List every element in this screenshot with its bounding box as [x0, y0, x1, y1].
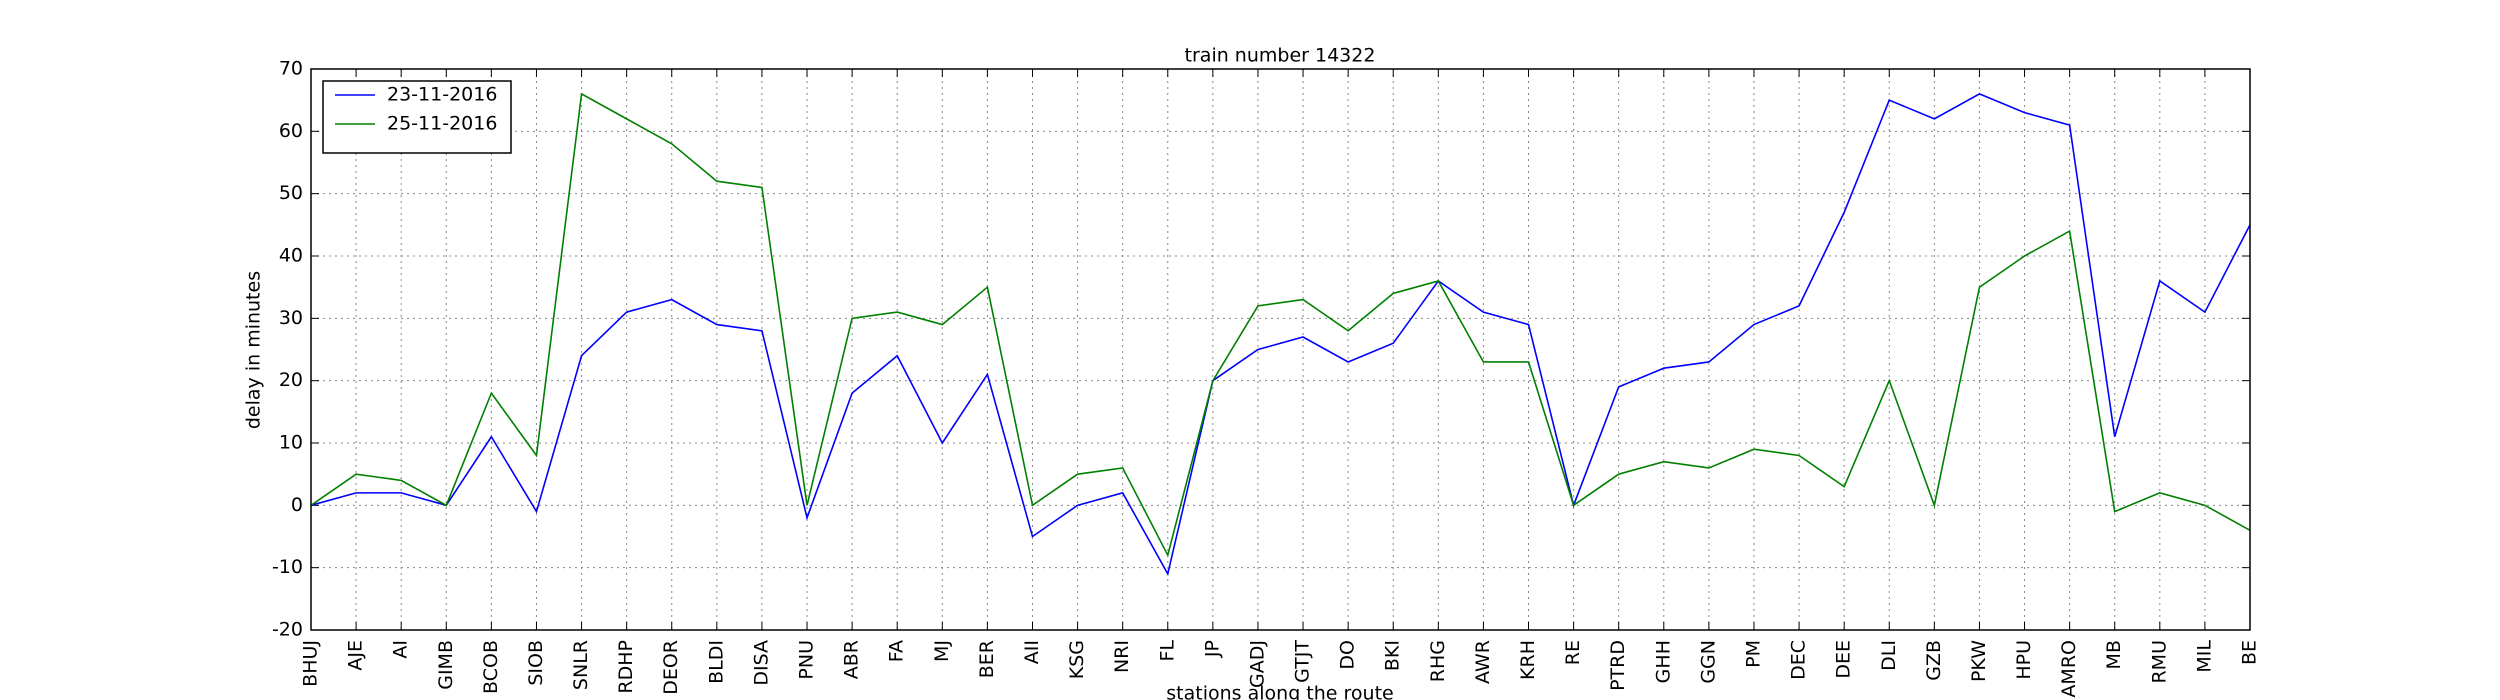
x-tick-label: DLI — [1878, 640, 1900, 671]
x-tick-label: SIOB — [525, 640, 547, 686]
x-tick-label: GTJT — [1292, 640, 1314, 683]
data-line — [310, 92, 2251, 558]
x-tick-label: KRH — [1517, 640, 1539, 680]
x-tick-label: BER — [976, 640, 998, 678]
x-tick-label: BCOB — [480, 640, 502, 694]
x-tick-label: BKI — [1382, 640, 1404, 671]
x-tick-label: AWR — [1472, 640, 1494, 684]
legend-label: 25-11-2016 — [387, 113, 497, 135]
y-tick-label: -20 — [272, 619, 303, 641]
x-tick-label: GIMB — [435, 640, 457, 690]
chart-title: train number 14322 — [1185, 45, 1376, 67]
legend-box — [322, 80, 512, 154]
x-tick-label: GADJ — [1246, 640, 1268, 688]
y-tick-label: 60 — [279, 120, 303, 142]
x-tick-label: GZB — [1923, 640, 1945, 681]
x-tick-label: DO — [1337, 640, 1359, 670]
x-tick-label: RHG — [1427, 640, 1449, 682]
x-tick-label: NRI — [1111, 640, 1133, 673]
legend-label: 23-11-2016 — [387, 84, 497, 106]
x-tick-label: DEE — [1833, 640, 1855, 679]
plot-frame — [310, 68, 2251, 631]
x-tick-label: ABR — [841, 640, 863, 679]
y-tick-label: 50 — [279, 182, 303, 204]
y-tick-label: 0 — [291, 494, 303, 516]
y-tick-label: -10 — [272, 556, 303, 578]
x-tick-label: DISA — [750, 640, 772, 686]
x-tick-label: AJE — [345, 640, 367, 671]
y-tick-label: 20 — [279, 369, 303, 391]
x-tick-label: AMRO — [2058, 640, 2080, 698]
x-tick-label: PKW — [1968, 640, 1990, 682]
x-tick-label: PNU — [796, 640, 818, 680]
x-tick-label: GHH — [1652, 640, 1674, 683]
x-tick-label: KSG — [1066, 640, 1088, 679]
y-tick-label: 70 — [279, 58, 303, 80]
x-tick-label: GGN — [1697, 640, 1719, 684]
x-tick-label: PM — [1742, 640, 1764, 668]
x-tick-label: AI — [390, 640, 412, 659]
x-tick-label: RE — [1562, 640, 1584, 665]
x-tick-label: AII — [1021, 640, 1043, 664]
x-tick-label: DEOR — [660, 640, 682, 695]
legend: 23-11-2016 25-11-2016 — [322, 80, 512, 154]
x-tick-label: MB — [2103, 640, 2125, 669]
y-axis-label: delay in minutes — [243, 271, 265, 429]
x-tick-label: BLDI — [705, 640, 727, 684]
data-line — [310, 93, 2251, 577]
x-tick-label: BE — [2239, 640, 2261, 665]
x-tick-label: PTRD — [1607, 640, 1629, 691]
x-tick-label: SNLR — [570, 640, 592, 690]
x-tick-label: RMU — [2148, 640, 2170, 684]
x-tick-label: BHUJ — [300, 640, 322, 687]
x-tick-label: JP — [1201, 640, 1223, 658]
x-tick-label: RDHP — [615, 640, 637, 694]
x-tick-label: DEC — [1788, 640, 1810, 680]
x-tick-label: HPU — [2013, 640, 2035, 680]
x-tick-label: FL — [1156, 640, 1178, 662]
y-tick-label: 40 — [279, 245, 303, 267]
x-tick-label: FA — [886, 640, 908, 662]
y-tick-label: 10 — [279, 432, 303, 454]
y-tick-label: 30 — [279, 307, 303, 329]
x-tick-label: MJ — [931, 640, 953, 662]
x-axis-label: stations along the route — [1166, 683, 1393, 700]
x-tick-label: MIL — [2193, 640, 2215, 673]
